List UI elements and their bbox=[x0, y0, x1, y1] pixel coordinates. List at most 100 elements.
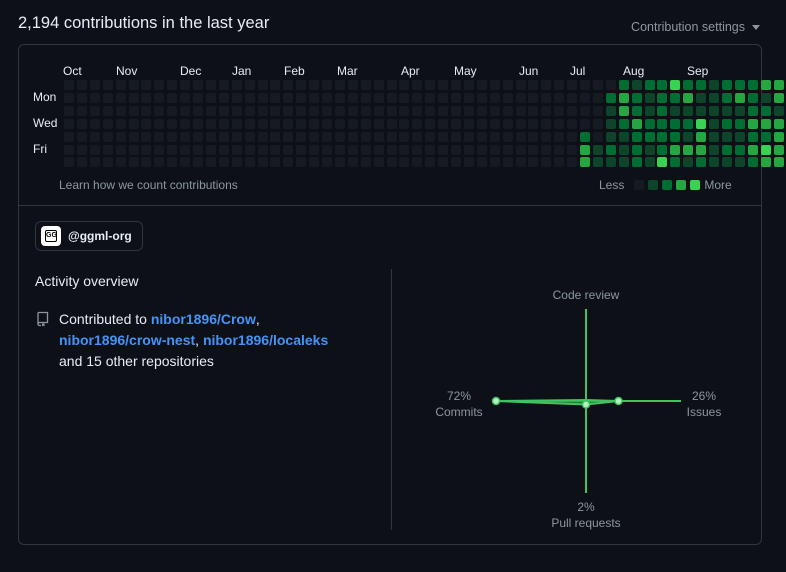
contribution-day[interactable] bbox=[347, 131, 358, 142]
contribution-settings-button[interactable]: Contribution settings bbox=[631, 20, 760, 34]
contribution-day[interactable] bbox=[489, 92, 500, 103]
contribution-day[interactable] bbox=[554, 144, 565, 155]
contribution-day[interactable] bbox=[64, 105, 74, 116]
contribution-day[interactable] bbox=[244, 131, 255, 142]
contribution-day[interactable] bbox=[154, 131, 165, 142]
contribution-day[interactable] bbox=[670, 105, 681, 116]
contribution-day[interactable] bbox=[322, 131, 332, 142]
contribution-day[interactable] bbox=[631, 105, 642, 116]
contribution-day[interactable] bbox=[528, 144, 539, 155]
contribution-day[interactable] bbox=[554, 118, 565, 129]
contribution-day[interactable] bbox=[102, 92, 113, 103]
repo-link-crow-nest[interactable]: nibor1896/crow-nest bbox=[59, 332, 196, 348]
contribution-day[interactable] bbox=[334, 92, 345, 103]
contribution-day[interactable] bbox=[657, 131, 668, 142]
contribution-day[interactable] bbox=[425, 92, 436, 103]
contribution-day[interactable] bbox=[76, 144, 87, 155]
contribution-day[interactable] bbox=[747, 105, 758, 116]
contribution-day[interactable] bbox=[734, 157, 745, 168]
contribution-day[interactable] bbox=[76, 80, 87, 90]
contribution-day[interactable] bbox=[489, 80, 500, 90]
contribution-day[interactable] bbox=[721, 105, 732, 116]
contribution-day[interactable] bbox=[322, 105, 332, 116]
contribution-day[interactable] bbox=[747, 118, 758, 129]
contribution-day[interactable] bbox=[360, 80, 371, 90]
contribution-day[interactable] bbox=[734, 131, 745, 142]
contribution-day[interactable] bbox=[618, 105, 629, 116]
contribution-day[interactable] bbox=[760, 157, 771, 168]
contribution-day[interactable] bbox=[193, 144, 203, 155]
contribution-day[interactable] bbox=[322, 118, 332, 129]
contribution-day[interactable] bbox=[231, 131, 242, 142]
contribution-day[interactable] bbox=[644, 80, 655, 90]
contribution-day[interactable] bbox=[644, 157, 655, 168]
contribution-day[interactable] bbox=[205, 144, 216, 155]
contribution-day[interactable] bbox=[322, 80, 332, 90]
contribution-day[interactable] bbox=[193, 105, 203, 116]
contribution-day[interactable] bbox=[399, 118, 410, 129]
contribution-day[interactable] bbox=[760, 80, 771, 90]
contribution-day[interactable] bbox=[592, 144, 603, 155]
contribution-day[interactable] bbox=[115, 157, 126, 168]
contribution-day[interactable] bbox=[128, 105, 139, 116]
contribution-day[interactable] bbox=[696, 105, 707, 116]
contribution-day[interactable] bbox=[438, 131, 449, 142]
contribution-day[interactable] bbox=[502, 131, 513, 142]
contribution-day[interactable] bbox=[373, 144, 384, 155]
contribution-day[interactable] bbox=[64, 118, 74, 129]
contribution-day[interactable] bbox=[64, 80, 74, 90]
contribution-day[interactable] bbox=[167, 131, 178, 142]
contribution-day[interactable] bbox=[760, 144, 771, 155]
contribution-day[interactable] bbox=[218, 92, 229, 103]
contribution-day[interactable] bbox=[89, 144, 100, 155]
contribution-day[interactable] bbox=[476, 144, 487, 155]
contribution-day[interactable] bbox=[167, 157, 178, 168]
contribution-day[interactable] bbox=[696, 92, 707, 103]
contribution-day[interactable] bbox=[541, 105, 552, 116]
contribution-day[interactable] bbox=[541, 144, 552, 155]
contribution-day[interactable] bbox=[231, 157, 242, 168]
contribution-day[interactable] bbox=[502, 118, 513, 129]
contribution-day[interactable] bbox=[567, 118, 578, 129]
contribution-day[interactable] bbox=[128, 80, 139, 90]
contribution-day[interactable] bbox=[399, 105, 410, 116]
contribution-day[interactable] bbox=[683, 131, 694, 142]
contribution-day[interactable] bbox=[644, 118, 655, 129]
contribution-day[interactable] bbox=[257, 80, 268, 90]
contribution-day[interactable] bbox=[631, 144, 642, 155]
contribution-day[interactable] bbox=[399, 144, 410, 155]
contribution-day[interactable] bbox=[412, 80, 423, 90]
contribution-day[interactable] bbox=[180, 131, 191, 142]
contribution-day[interactable] bbox=[309, 118, 320, 129]
contribution-day[interactable] bbox=[425, 118, 436, 129]
contribution-day[interactable] bbox=[270, 92, 281, 103]
contribution-day[interactable] bbox=[193, 131, 203, 142]
contribution-day[interactable] bbox=[218, 105, 229, 116]
contribution-day[interactable] bbox=[721, 80, 732, 90]
contribution-day[interactable] bbox=[412, 144, 423, 155]
contribution-day[interactable] bbox=[605, 105, 616, 116]
contribution-day[interactable] bbox=[154, 105, 165, 116]
contribution-day[interactable] bbox=[580, 144, 590, 155]
contribution-day[interactable] bbox=[141, 105, 152, 116]
contribution-day[interactable] bbox=[631, 92, 642, 103]
contribution-day[interactable] bbox=[580, 80, 590, 90]
contribution-day[interactable] bbox=[567, 157, 578, 168]
contribution-day[interactable] bbox=[580, 131, 590, 142]
contribution-day[interactable] bbox=[141, 92, 152, 103]
contribution-day[interactable] bbox=[283, 157, 294, 168]
contribution-day[interactable] bbox=[463, 118, 474, 129]
contribution-day[interactable] bbox=[541, 80, 552, 90]
contribution-day[interactable] bbox=[644, 105, 655, 116]
contribution-day[interactable] bbox=[451, 118, 461, 129]
contribution-day[interactable] bbox=[580, 118, 590, 129]
contribution-day[interactable] bbox=[193, 118, 203, 129]
contribution-day[interactable] bbox=[231, 144, 242, 155]
contribution-day[interactable] bbox=[334, 80, 345, 90]
contribution-day[interactable] bbox=[218, 131, 229, 142]
contribution-day[interactable] bbox=[567, 92, 578, 103]
contribution-day[interactable] bbox=[347, 144, 358, 155]
contribution-day[interactable] bbox=[373, 105, 384, 116]
contribution-day[interactable] bbox=[76, 92, 87, 103]
contribution-day[interactable] bbox=[709, 157, 719, 168]
